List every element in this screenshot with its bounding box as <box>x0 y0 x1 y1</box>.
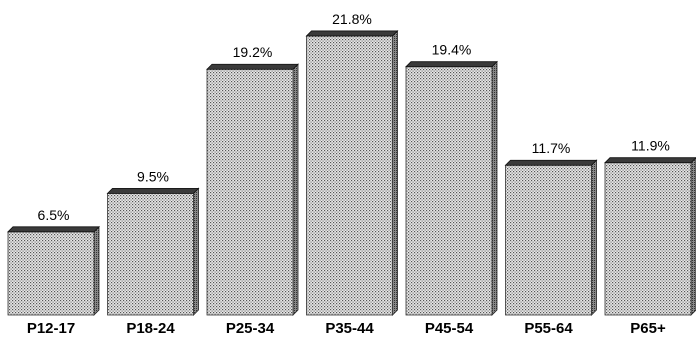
category-label: P35-44 <box>325 320 374 337</box>
value-label: 9.5% <box>137 168 169 184</box>
value-label: 21.8% <box>332 11 372 27</box>
value-label: 11.7% <box>532 140 571 156</box>
bar-top <box>305 30 399 37</box>
category-label: P45-54 <box>425 320 474 337</box>
labels-group: 6.5% P12-17 9.5% P18-24 19.2% P25-34 21.8% P35-… <box>27 11 670 337</box>
bar-side <box>292 63 299 316</box>
bar-side <box>591 159 597 316</box>
bar-side <box>193 187 199 316</box>
value-label: 19.4% <box>432 42 472 58</box>
bar-side <box>690 157 696 316</box>
bar-side <box>93 225 100 316</box>
bar-top <box>106 187 200 194</box>
bar-p25-34 <box>206 63 299 316</box>
bar-face <box>604 162 692 316</box>
bar-p18-24 <box>106 187 200 316</box>
bar-face <box>7 231 95 316</box>
bar-p12-17 <box>7 225 100 316</box>
bar-top <box>604 157 696 164</box>
bar-p55-64 <box>504 159 598 316</box>
category-label: P25-34 <box>226 320 275 337</box>
bar-face <box>206 68 294 316</box>
bar-p65- <box>604 157 696 316</box>
bar-top <box>405 61 498 68</box>
category-label: P12-17 <box>27 320 75 337</box>
bar-face <box>405 66 493 316</box>
value-label: 11.9% <box>631 138 670 154</box>
bars-group <box>7 29 696 316</box>
value-label: 6.5% <box>38 207 70 223</box>
category-label: P65+ <box>630 320 666 337</box>
bar-p35-44 <box>305 29 399 316</box>
bar-face <box>107 192 194 316</box>
category-label: P55-64 <box>524 320 573 337</box>
bar-p45-54 <box>405 60 498 316</box>
value-label: 19.2% <box>233 44 273 60</box>
bar-top <box>504 159 598 166</box>
bar-face <box>306 35 393 316</box>
bar-face <box>505 164 592 316</box>
bar-top <box>7 226 100 233</box>
bar-side <box>392 29 398 316</box>
category-label: P18-24 <box>126 320 175 337</box>
bar-side <box>491 60 498 316</box>
bar-top <box>206 63 299 70</box>
